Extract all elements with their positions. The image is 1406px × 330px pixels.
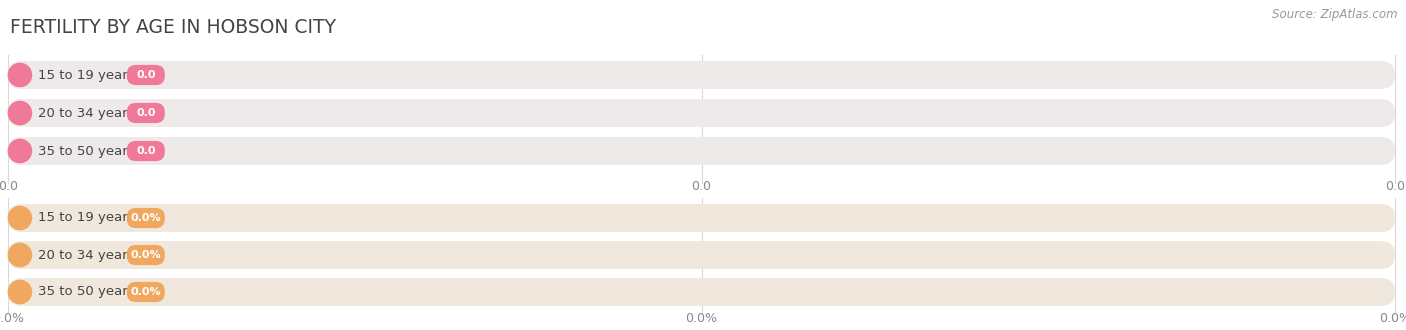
Text: 0.0%: 0.0%: [0, 312, 24, 324]
Text: 20 to 34 years: 20 to 34 years: [38, 107, 135, 119]
FancyBboxPatch shape: [127, 208, 165, 228]
Ellipse shape: [7, 243, 32, 267]
Text: Source: ZipAtlas.com: Source: ZipAtlas.com: [1272, 8, 1398, 21]
Ellipse shape: [7, 206, 32, 230]
Ellipse shape: [7, 63, 32, 87]
FancyBboxPatch shape: [8, 204, 1395, 232]
Ellipse shape: [7, 101, 32, 125]
FancyBboxPatch shape: [127, 65, 165, 85]
FancyBboxPatch shape: [8, 278, 1395, 306]
Text: 15 to 19 years: 15 to 19 years: [38, 69, 135, 82]
Text: 0.0: 0.0: [136, 108, 156, 118]
Text: 15 to 19 years: 15 to 19 years: [38, 212, 135, 224]
Text: 0.0: 0.0: [136, 146, 156, 156]
Text: 0.0%: 0.0%: [686, 312, 717, 324]
Text: 35 to 50 years: 35 to 50 years: [38, 145, 135, 157]
Text: 0.0%: 0.0%: [131, 213, 162, 223]
FancyBboxPatch shape: [8, 99, 1395, 127]
Text: 0.0%: 0.0%: [131, 287, 162, 297]
Text: 35 to 50 years: 35 to 50 years: [38, 285, 135, 299]
Text: 20 to 34 years: 20 to 34 years: [38, 248, 135, 261]
Text: 0.0%: 0.0%: [1379, 312, 1406, 324]
FancyBboxPatch shape: [127, 245, 165, 265]
Ellipse shape: [7, 280, 32, 304]
FancyBboxPatch shape: [8, 61, 1395, 89]
Text: FERTILITY BY AGE IN HOBSON CITY: FERTILITY BY AGE IN HOBSON CITY: [10, 18, 336, 37]
FancyBboxPatch shape: [8, 137, 1395, 165]
FancyBboxPatch shape: [127, 141, 165, 161]
Text: 0.0: 0.0: [136, 70, 156, 80]
Text: 0.0: 0.0: [1385, 181, 1405, 193]
Ellipse shape: [7, 139, 32, 163]
Text: 0.0%: 0.0%: [131, 250, 162, 260]
FancyBboxPatch shape: [8, 241, 1395, 269]
FancyBboxPatch shape: [127, 282, 165, 302]
Text: 0.0: 0.0: [692, 181, 711, 193]
Text: 0.0: 0.0: [0, 181, 18, 193]
FancyBboxPatch shape: [127, 103, 165, 123]
